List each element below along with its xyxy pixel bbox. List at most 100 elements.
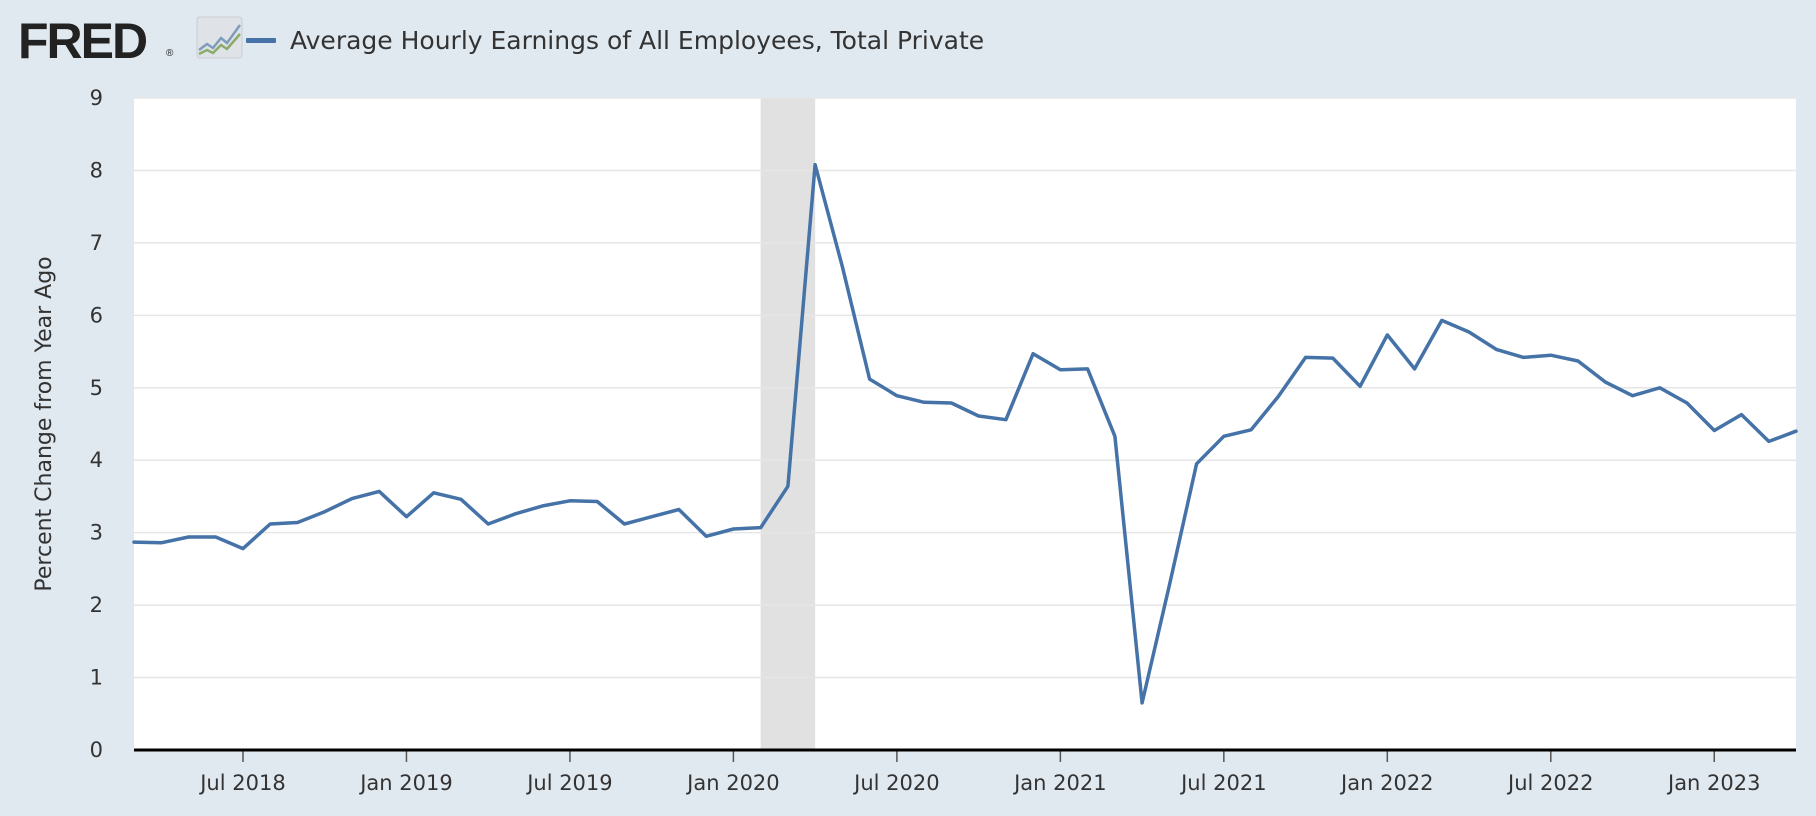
y-tick-label: 6: [90, 303, 103, 327]
x-tick-label: Jan 2022: [1339, 771, 1434, 795]
fred-logo[interactable]: FRED ®: [18, 13, 243, 69]
x-tick-label: Jul 2021: [1179, 771, 1266, 795]
data-point[interactable]: [296, 521, 299, 524]
recession-shading: [760, 98, 816, 750]
x-tick-label: Jan 2020: [685, 771, 780, 795]
data-point[interactable]: [1031, 352, 1035, 356]
x-tick-label: Jan 2023: [1666, 771, 1761, 795]
data-point[interactable]: [1767, 439, 1771, 443]
legend: Average Hourly Earnings of All Employees…: [246, 22, 984, 58]
data-point[interactable]: [1603, 380, 1607, 384]
legend-label: Average Hourly Earnings of All Employees…: [290, 25, 985, 55]
data-point[interactable]: [350, 497, 354, 501]
data-point[interactable]: [1685, 401, 1689, 405]
data-point[interactable]: [132, 540, 136, 544]
x-tick-label: Jul 2019: [525, 771, 612, 795]
data-point[interactable]: [595, 500, 599, 503]
x-tick-label: Jan 2019: [358, 771, 453, 795]
data-point[interactable]: [704, 534, 708, 538]
data-point[interactable]: [623, 522, 626, 526]
y-tick-label: 0: [90, 738, 103, 762]
logo-text: FRED: [18, 13, 148, 69]
data-point[interactable]: [1740, 413, 1743, 416]
data-point[interactable]: [840, 265, 844, 269]
x-tick-label: Jul 2022: [1506, 771, 1593, 795]
data-point[interactable]: [1358, 384, 1362, 388]
data-point[interactable]: [895, 394, 899, 398]
data-point[interactable]: [1304, 355, 1307, 359]
data-point[interactable]: [1276, 395, 1280, 398]
data-point[interactable]: [1522, 355, 1525, 359]
data-point[interactable]: [677, 508, 681, 511]
data-point[interactable]: [1331, 356, 1335, 360]
data-point[interactable]: [1631, 394, 1634, 398]
y-tick-label: 8: [90, 158, 103, 182]
x-tick-label: Jul 2020: [852, 771, 939, 795]
data-point[interactable]: [568, 499, 572, 503]
data-point[interactable]: [541, 504, 545, 508]
data-point[interactable]: [977, 414, 981, 418]
recession-band: [760, 98, 816, 750]
data-point[interactable]: [323, 510, 327, 514]
data-point[interactable]: [1113, 434, 1117, 438]
y-tick-label: 3: [90, 521, 103, 545]
y-tick-label: 7: [90, 231, 103, 255]
data-point[interactable]: [432, 491, 436, 495]
data-point[interactable]: [377, 489, 381, 493]
data-point[interactable]: [650, 515, 654, 519]
x-tick-label: Jul 2018: [198, 771, 285, 795]
data-point[interactable]: [868, 377, 872, 381]
data-point[interactable]: [1249, 428, 1253, 432]
data-point[interactable]: [405, 515, 408, 519]
data-point[interactable]: [1794, 429, 1798, 433]
data-point[interactable]: [1494, 347, 1498, 351]
gridlines: [134, 97, 1796, 679]
data-point[interactable]: [813, 163, 817, 167]
data-point[interactable]: [732, 527, 735, 531]
plot-area: [134, 98, 1796, 750]
data-point[interactable]: [1413, 367, 1416, 371]
data-point[interactable]: [1658, 386, 1662, 390]
data-point[interactable]: [1440, 319, 1444, 322]
data-point[interactable]: [1086, 367, 1090, 371]
data-point[interactable]: [759, 526, 763, 529]
y-tick-label: 5: [90, 376, 103, 400]
data-point[interactable]: [1140, 701, 1144, 705]
data-point[interactable]: [1167, 584, 1171, 587]
y-tick-label: 9: [90, 86, 103, 110]
x-axis-ticks: Jul 2018 Jan 2019 Jul 2019 Jan 2020 Jul 2020…: [198, 750, 1761, 795]
series-group: [132, 162, 1798, 705]
registered-mark: ®: [166, 48, 174, 59]
data-point[interactable]: [241, 547, 245, 551]
data-point[interactable]: [159, 541, 163, 545]
data-point[interactable]: [486, 522, 490, 526]
data-point[interactable]: [514, 512, 517, 516]
y-tick-label: 1: [90, 666, 103, 690]
data-point[interactable]: [1058, 368, 1062, 372]
data-point[interactable]: [1222, 434, 1226, 438]
data-point[interactable]: [268, 522, 272, 526]
data-point[interactable]: [786, 484, 790, 488]
x-tick-label: Jan 2021: [1012, 771, 1107, 795]
data-point[interactable]: [1576, 359, 1580, 363]
data-point[interactable]: [922, 400, 926, 404]
data-point[interactable]: [1385, 333, 1389, 337]
y-axis-title: Percent Change from Year Ago: [32, 256, 57, 591]
data-point[interactable]: [1467, 330, 1471, 334]
y-axis-ticks: 0 1 2 3 4 5 6 7 8 9: [90, 86, 103, 762]
data-point[interactable]: [187, 535, 190, 539]
series-line: [132, 162, 1798, 705]
data-point[interactable]: [1712, 429, 1716, 432]
data-point[interactable]: [1549, 353, 1553, 357]
y-tick-label: 2: [90, 593, 103, 617]
data-point[interactable]: [214, 535, 218, 539]
legend-swatch: [246, 37, 276, 43]
line-graph-icon: [196, 16, 243, 59]
data-point[interactable]: [459, 497, 463, 501]
y-tick-label: 4: [90, 448, 103, 472]
data-point[interactable]: [1004, 418, 1008, 422]
chart-header: FRED ® Average Hourly Earnings of All Em…: [0, 0, 1816, 96]
data-point[interactable]: [949, 401, 953, 405]
data-point[interactable]: [1195, 462, 1198, 466]
